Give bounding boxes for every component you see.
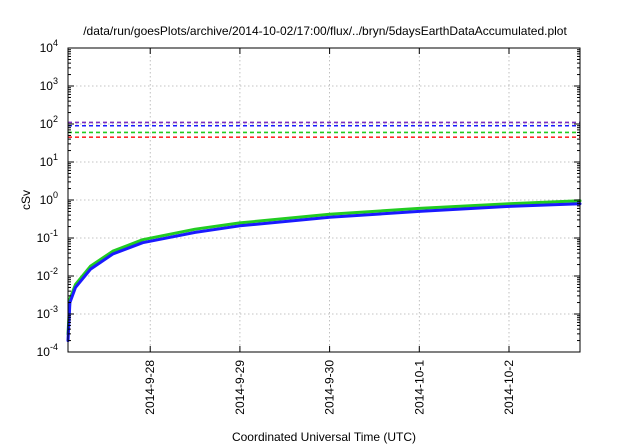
y-tick-label: 103 <box>40 76 58 93</box>
y-tick-label: 104 <box>40 38 58 55</box>
x-tick-labels: 2014-9-28 2014-9-29 2014-9-30 2014-10-1 2014… <box>143 360 516 415</box>
x-tick-label: 2014-10-1 <box>412 360 426 415</box>
x-axis-label: Coordinated Universal Time (UTC) <box>232 430 416 444</box>
series-layer <box>66 121 582 343</box>
tick-marks <box>68 47 580 353</box>
y-tick-label: 100 <box>40 190 58 207</box>
y-tick-label: 10-2 <box>37 266 58 283</box>
x-tick-label: 2014-10-2 <box>502 360 516 415</box>
y-tick-label: 10-3 <box>37 304 58 321</box>
y-tick-labels: 10-4 10-3 10-2 10-1 100 101 102 103 104 <box>37 38 58 359</box>
y-tick-label: 10-4 <box>37 342 58 359</box>
y-tick-label: 101 <box>40 152 58 169</box>
y-axis-label: cSv <box>19 190 33 210</box>
x-tick-label: 2014-9-29 <box>233 360 247 415</box>
x-tick-label: 2014-9-30 <box>323 360 337 415</box>
x-tick-label: 2014-9-28 <box>143 360 157 415</box>
y-tick-label: 102 <box>40 114 58 131</box>
y-tick-label: 10-1 <box>37 228 58 245</box>
chart-title: /data/run/goesPlots/archive/2014-10-02/1… <box>83 24 567 38</box>
series-line <box>66 202 582 343</box>
